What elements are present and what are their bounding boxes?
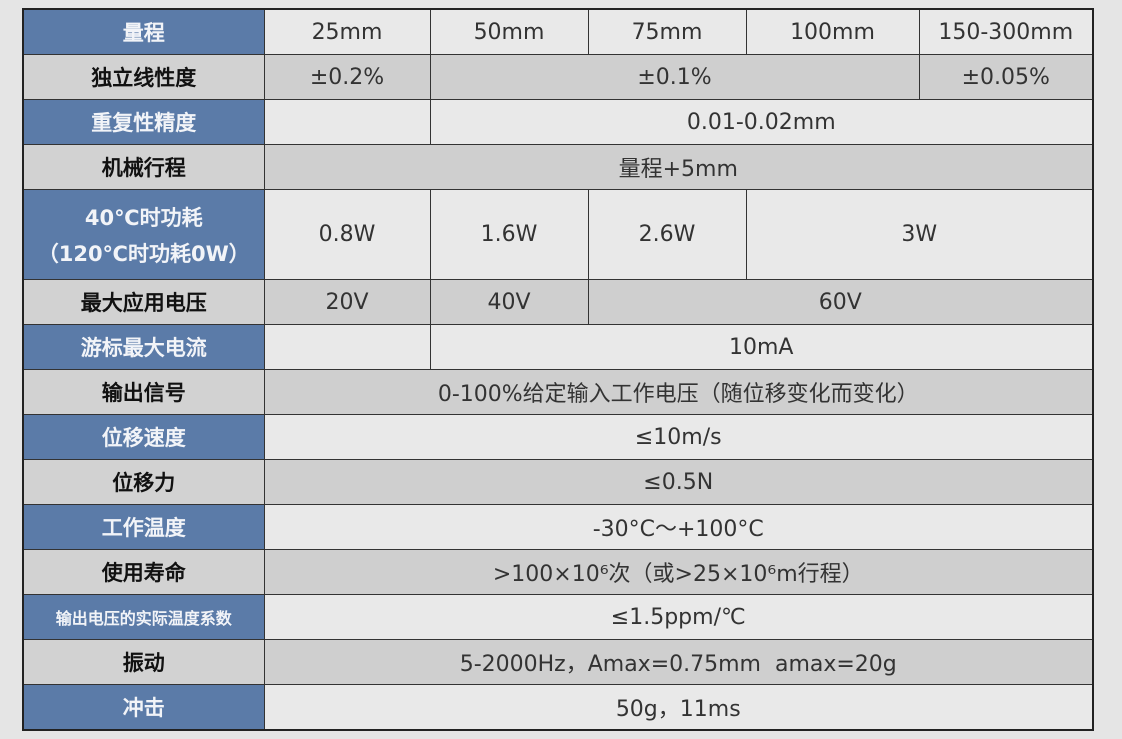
row-label: 振动 <box>22 639 265 685</box>
cell: 5-2000Hz，Amax=0.75mm amax=20g <box>263 639 1094 685</box>
cell: 50mm <box>429 8 589 55</box>
table-row: 冲击 50g，11ms <box>22 684 1094 731</box>
cell: 100mm <box>745 8 920 55</box>
cell: 2.6W <box>587 189 747 280</box>
table-row: 振动 5-2000Hz，Amax=0.75mm amax=20g <box>22 639 1094 685</box>
cell: -30°C～+100°C <box>263 504 1094 550</box>
cell: 3W <box>745 189 1094 280</box>
cell: 25mm <box>263 8 431 55</box>
cell: 60V <box>587 279 1094 325</box>
cell: 0.01-0.02mm <box>429 99 1094 145</box>
cell: 0.8W <box>263 189 431 280</box>
row-label: 最大应用电压 <box>22 279 265 325</box>
cell: 1.6W <box>429 189 589 280</box>
cell: 75mm <box>587 8 747 55</box>
cell: 量程+5mm <box>263 144 1094 190</box>
row-label: 机械行程 <box>22 144 265 190</box>
cell: 0-100%给定输入工作电压（随位移变化而变化） <box>263 369 1094 415</box>
cell: ±0.2% <box>263 54 431 100</box>
row-label-line2: （120℃时功耗0W） <box>37 241 250 266</box>
table-row: 使用寿命 >100×10⁶次（或>25×10⁶m行程） <box>22 549 1094 595</box>
row-label: 输出信号 <box>22 369 265 415</box>
row-label: 使用寿命 <box>22 549 265 595</box>
table-row: 位移速度 ≤10m/s <box>22 414 1094 460</box>
table-row: 工作温度 -30°C～+100°C <box>22 504 1094 550</box>
row-label: 40℃时功耗 （120℃时功耗0W） <box>22 189 265 280</box>
table-row: 独立线性度 ±0.2% ±0.1% ±0.05% <box>22 54 1094 100</box>
row-label: 重复性精度 <box>22 99 265 145</box>
row-label: 独立线性度 <box>22 54 265 100</box>
cell <box>263 324 431 370</box>
cell: 10mA <box>429 324 1094 370</box>
cell: ±0.1% <box>429 54 920 100</box>
cell: 20V <box>263 279 431 325</box>
row-label-line1: 40℃时功耗 <box>84 205 203 230</box>
cell: ±0.05% <box>918 54 1094 100</box>
table-row: 40℃时功耗 （120℃时功耗0W） 0.8W 1.6W 2.6W 3W <box>22 189 1094 280</box>
cell: ≤1.5ppm/℃ <box>263 594 1094 640</box>
cell: ≤10m/s <box>263 414 1094 460</box>
row-label: 量程 <box>22 8 265 55</box>
table-row: 位移力 ≤0.5N <box>22 459 1094 505</box>
table-row: 重复性精度 0.01-0.02mm <box>22 99 1094 145</box>
cell: >100×10⁶次（或>25×10⁶m行程） <box>263 549 1094 595</box>
cell <box>263 99 431 145</box>
spec-table: 量程 25mm 50mm 75mm 100mm 150-300mm 独立线性度 … <box>22 8 1094 731</box>
row-label: 工作温度 <box>22 504 265 550</box>
table-row: 最大应用电压 20V 40V 60V <box>22 279 1094 325</box>
row-label: 输出电压的实际温度系数 <box>22 594 265 640</box>
table-row: 输出信号 0-100%给定输入工作电压（随位移变化而变化） <box>22 369 1094 415</box>
cell: 40V <box>429 279 589 325</box>
row-label: 游标最大电流 <box>22 324 265 370</box>
row-label: 位移速度 <box>22 414 265 460</box>
cell: ≤0.5N <box>263 459 1094 505</box>
row-label: 位移力 <box>22 459 265 505</box>
cell: 150-300mm <box>918 8 1094 55</box>
table-row: 机械行程 量程+5mm <box>22 144 1094 190</box>
cell: 50g，11ms <box>263 684 1094 731</box>
table-row: 量程 25mm 50mm 75mm 100mm 150-300mm <box>22 8 1094 55</box>
table-row: 输出电压的实际温度系数 ≤1.5ppm/℃ <box>22 594 1094 640</box>
row-label: 冲击 <box>22 684 265 731</box>
table-row: 游标最大电流 10mA <box>22 324 1094 370</box>
